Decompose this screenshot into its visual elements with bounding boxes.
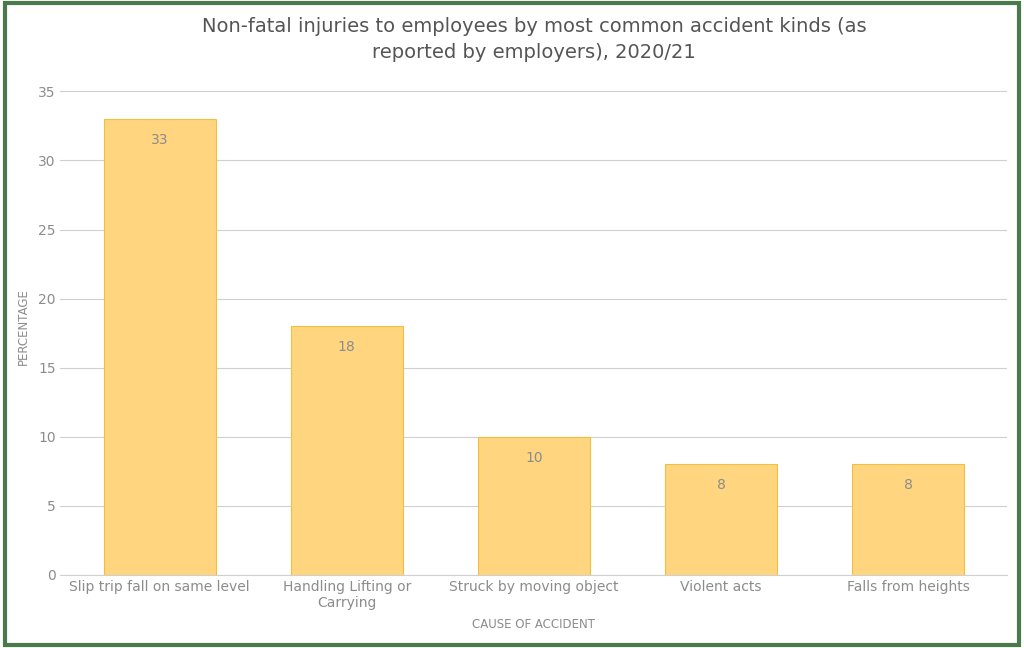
Bar bbox=[103, 119, 216, 575]
X-axis label: CAUSE OF ACCIDENT: CAUSE OF ACCIDENT bbox=[472, 618, 595, 631]
Text: 18: 18 bbox=[338, 340, 355, 354]
Text: 8: 8 bbox=[717, 478, 725, 492]
Bar bbox=[852, 465, 965, 575]
Text: 10: 10 bbox=[525, 450, 543, 465]
Title: Non-fatal injuries to employees by most common accident kinds (as
reported by em: Non-fatal injuries to employees by most … bbox=[202, 17, 866, 62]
Text: 8: 8 bbox=[904, 478, 912, 492]
Y-axis label: PERCENTAGE: PERCENTAGE bbox=[16, 288, 30, 365]
Text: 33: 33 bbox=[151, 133, 168, 147]
Bar bbox=[291, 327, 402, 575]
Bar bbox=[478, 437, 590, 575]
Bar bbox=[665, 465, 777, 575]
